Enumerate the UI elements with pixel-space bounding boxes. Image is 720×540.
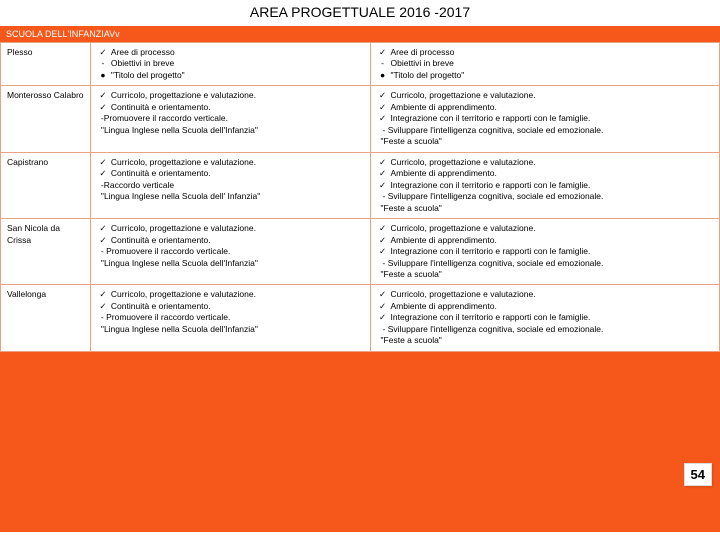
table-header-row: Plesso ✓Aree di processo -Obiettivi in b… [1, 43, 720, 86]
row-plesso: Capistrano [1, 152, 91, 218]
row-col3: ✓Curricolo, progettazione e valutazione.… [370, 285, 719, 351]
table-row: Monterosso Calabro ✓Curricolo, progettaz… [1, 86, 720, 152]
table-row: San Nicola da Crissa ✓Curricolo, progett… [1, 219, 720, 285]
header-col2: ✓Aree di processo -Obiettivi in breve ●"… [90, 43, 370, 86]
row-col2: ✓Curricolo, progettazione e valutazione.… [90, 86, 370, 152]
header-col3: ✓Aree di processo -Obiettivi in breve ●"… [370, 43, 719, 86]
section-tab: SCUOLA DELL'INFANZIAVv [0, 26, 720, 42]
row-col2: ✓Curricolo, progettazione e valutazione.… [90, 152, 370, 218]
page-title: AREA PROGETTUALE 2016 -2017 [0, 0, 720, 26]
row-col2: ✓Curricolo, progettazione e valutazione.… [90, 219, 370, 285]
row-col3: ✓Curricolo, progettazione e valutazione.… [370, 86, 719, 152]
table-row: Capistrano ✓Curricolo, progettazione e v… [1, 152, 720, 218]
row-plesso: Monterosso Calabro [1, 86, 91, 152]
row-col3: ✓Curricolo, progettazione e valutazione.… [370, 152, 719, 218]
row-plesso: San Nicola da Crissa [1, 219, 91, 285]
row-plesso: Vallelonga [1, 285, 91, 351]
row-col3: ✓Curricolo, progettazione e valutazione.… [370, 219, 719, 285]
project-table: Plesso ✓Aree di processo -Obiettivi in b… [0, 42, 720, 352]
page-number: 54 [684, 463, 712, 486]
header-plesso: Plesso [1, 43, 91, 86]
table-row: Vallelonga ✓Curricolo, progettazione e v… [1, 285, 720, 351]
main-container: SCUOLA DELL'INFANZIAVv Plesso ✓Aree di p… [0, 26, 720, 532]
row-col2: ✓Curricolo, progettazione e valutazione.… [90, 285, 370, 351]
